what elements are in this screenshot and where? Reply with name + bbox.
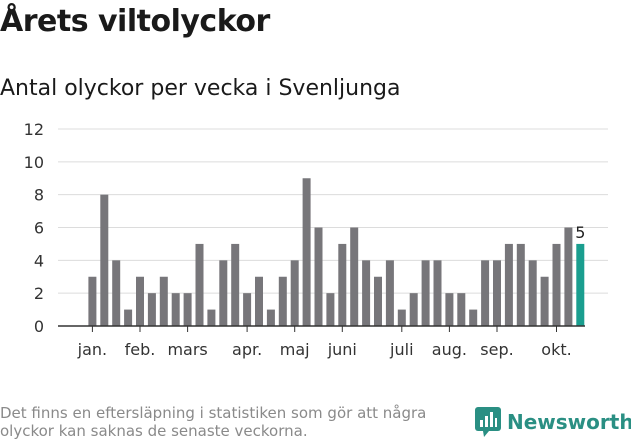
x-tick-label: mars	[167, 340, 207, 359]
x-tick-label: maj	[280, 340, 310, 359]
y-tick-label: 8	[34, 186, 44, 205]
bar	[183, 293, 192, 326]
bar	[469, 309, 478, 326]
chart-subtitle: Antal olyckor per vecka i Svenljunga	[0, 76, 401, 101]
y-tick-label: 12	[24, 120, 44, 139]
bar	[112, 260, 121, 326]
bar	[231, 243, 240, 326]
y-tick-label: 6	[34, 219, 44, 238]
bar	[493, 260, 501, 326]
bar	[552, 243, 561, 326]
bar	[528, 260, 537, 326]
y-tick-label: 0	[34, 317, 44, 336]
x-tick-label: juli	[389, 340, 413, 359]
x-tick-label: sep.	[480, 340, 513, 359]
x-tick-label: juni	[327, 340, 357, 359]
x-tick-label: okt.	[541, 340, 571, 359]
bar	[397, 309, 406, 326]
bar	[421, 260, 430, 326]
y-tick-label: 10	[24, 153, 44, 172]
bar	[147, 293, 156, 326]
bar	[243, 293, 252, 326]
bar	[255, 276, 263, 326]
bar	[445, 293, 454, 326]
brand-logo: Newsworthy	[475, 406, 631, 438]
y-tick-label: 2	[34, 284, 44, 303]
bar	[124, 309, 133, 326]
bar	[338, 243, 347, 326]
bar	[433, 260, 442, 326]
brand-name: Newsworthy	[507, 410, 631, 434]
bar-chart: 0 2 4 6 8 10 12 5 jan. feb. mars apr. maj juni juli aug…	[24, 120, 608, 359]
bar	[290, 260, 299, 326]
y-tick-label: 4	[34, 251, 44, 270]
bar	[564, 227, 573, 326]
bar	[504, 243, 513, 326]
bar	[481, 260, 490, 326]
bar	[195, 243, 204, 326]
bar	[100, 194, 109, 326]
bar	[219, 260, 228, 326]
bar	[302, 178, 311, 326]
bar	[457, 293, 466, 326]
bar	[540, 276, 549, 326]
bar	[266, 309, 275, 326]
bar-chart-logo-icon	[475, 407, 501, 437]
bar	[88, 276, 97, 326]
bar	[326, 293, 335, 326]
x-tick-label: aug.	[432, 340, 467, 359]
bar	[278, 276, 287, 326]
bar	[350, 227, 359, 326]
bar	[314, 227, 323, 326]
data-label: 5	[575, 223, 585, 242]
bar	[207, 309, 216, 326]
x-tick-label: apr.	[232, 340, 262, 359]
footnote: Det finns en eftersläpning i statistiken…	[0, 404, 427, 440]
bar	[409, 293, 418, 326]
bar	[362, 260, 371, 326]
x-tick-label: feb.	[125, 340, 156, 359]
bar	[374, 276, 382, 326]
page-title: Årets viltolyckor	[0, 4, 270, 39]
bar	[385, 260, 394, 326]
x-tick-label: jan.	[77, 340, 107, 359]
bar	[171, 293, 180, 326]
bar	[159, 276, 168, 326]
bar	[516, 243, 525, 326]
bar-highlight	[576, 243, 585, 326]
bar	[136, 276, 144, 326]
